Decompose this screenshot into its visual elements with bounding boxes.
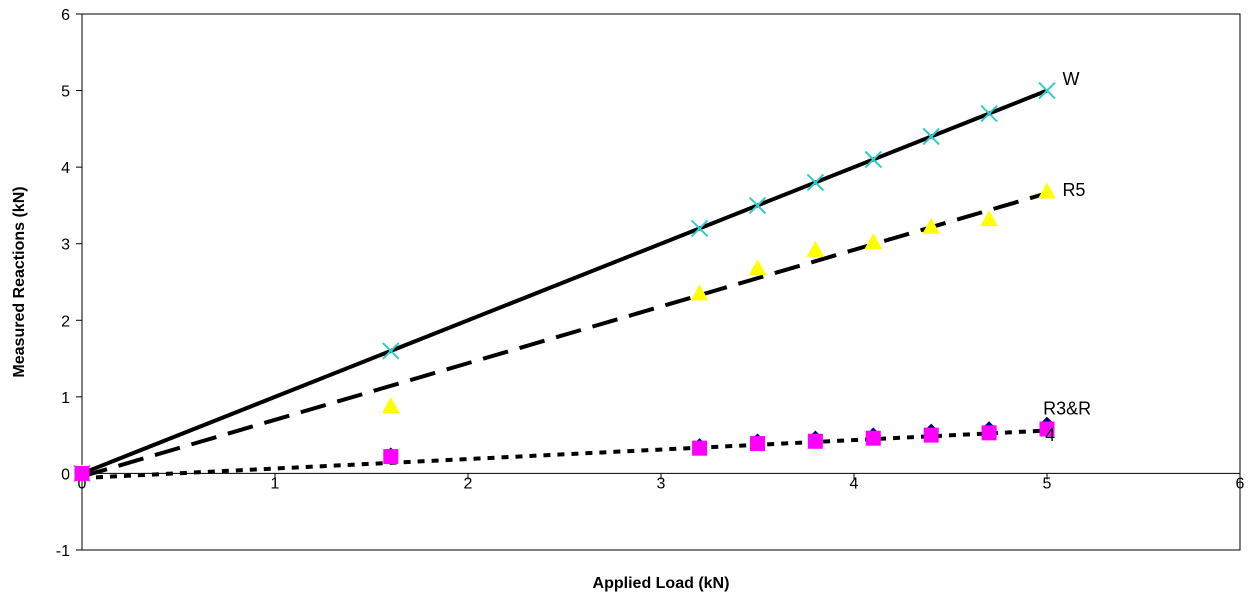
marker-stroke bbox=[690, 219, 709, 238]
point-r3 bbox=[1039, 421, 1055, 437]
marker-stroke bbox=[980, 104, 998, 123]
y-tick-label: -1 bbox=[56, 543, 70, 560]
y-tick-label: 0 bbox=[61, 466, 70, 483]
point-r5 bbox=[806, 240, 825, 257]
plot-area bbox=[81, 13, 1241, 551]
marker-stroke bbox=[922, 127, 940, 146]
marker-stroke bbox=[1038, 81, 1056, 100]
point-r5 bbox=[1038, 182, 1056, 199]
x-tick-label: 2 bbox=[464, 475, 473, 492]
point-r3 bbox=[750, 436, 765, 452]
y-tick-label: 2 bbox=[61, 313, 70, 330]
marker-stroke bbox=[806, 173, 825, 192]
point-r3 bbox=[807, 433, 823, 449]
point-w bbox=[922, 127, 940, 146]
trendlines bbox=[81, 88, 1048, 481]
x-tick-label: 1 bbox=[271, 475, 280, 492]
point-r3 bbox=[74, 465, 90, 481]
point-r5 bbox=[381, 397, 400, 413]
y-tick-label: 4 bbox=[61, 160, 70, 177]
point-r3 bbox=[923, 427, 939, 443]
point-w bbox=[748, 196, 767, 215]
x-tick-label: 4 bbox=[850, 475, 859, 492]
point-w bbox=[980, 104, 998, 123]
point-w bbox=[690, 219, 709, 238]
series-label: W bbox=[1062, 69, 1079, 89]
point-r5 bbox=[864, 233, 883, 250]
y-tick-label: 3 bbox=[61, 237, 70, 254]
labels: W R5 R3&R 4 bbox=[1043, 69, 1091, 445]
y-tick-label: 1 bbox=[61, 390, 70, 407]
markers bbox=[73, 81, 1056, 483]
x-tick-label: 5 bbox=[1043, 475, 1052, 492]
series-label: R5 bbox=[1062, 180, 1085, 200]
series-label: 4 bbox=[1045, 425, 1055, 445]
x-axis-title: Applied Load (kN) bbox=[593, 575, 730, 592]
x-tick-label: 0 bbox=[78, 475, 87, 492]
point-r5 bbox=[690, 284, 709, 301]
point-r5 bbox=[748, 259, 767, 276]
marker-stroke bbox=[382, 342, 400, 360]
y-tick-label: 5 bbox=[61, 84, 70, 101]
marker-stroke bbox=[748, 196, 767, 215]
series-label: R3&R bbox=[1043, 398, 1091, 418]
axes: 0 1 2 3 4 5 6 -1 0 1 2 3 4 5 6 bbox=[56, 7, 1245, 560]
point-r3 bbox=[383, 449, 399, 465]
x-tick-label: 3 bbox=[657, 475, 666, 492]
point-r5 bbox=[980, 210, 998, 227]
marker-stroke bbox=[864, 150, 883, 169]
point-r3 bbox=[692, 440, 708, 456]
x-tick-label: 6 bbox=[1236, 475, 1245, 492]
point-w bbox=[806, 173, 825, 192]
trendline-r5 bbox=[81, 191, 1048, 479]
point-r3 bbox=[865, 430, 881, 446]
y-axis-title: Measured Reactions (kN) bbox=[11, 186, 28, 377]
y-tick-label: 6 bbox=[61, 7, 70, 24]
point-r3 bbox=[981, 425, 997, 441]
trendline-w bbox=[81, 88, 1048, 476]
point-w bbox=[1038, 81, 1056, 100]
point-r5 bbox=[922, 217, 941, 234]
point-w bbox=[864, 150, 883, 169]
point-w bbox=[382, 342, 400, 360]
